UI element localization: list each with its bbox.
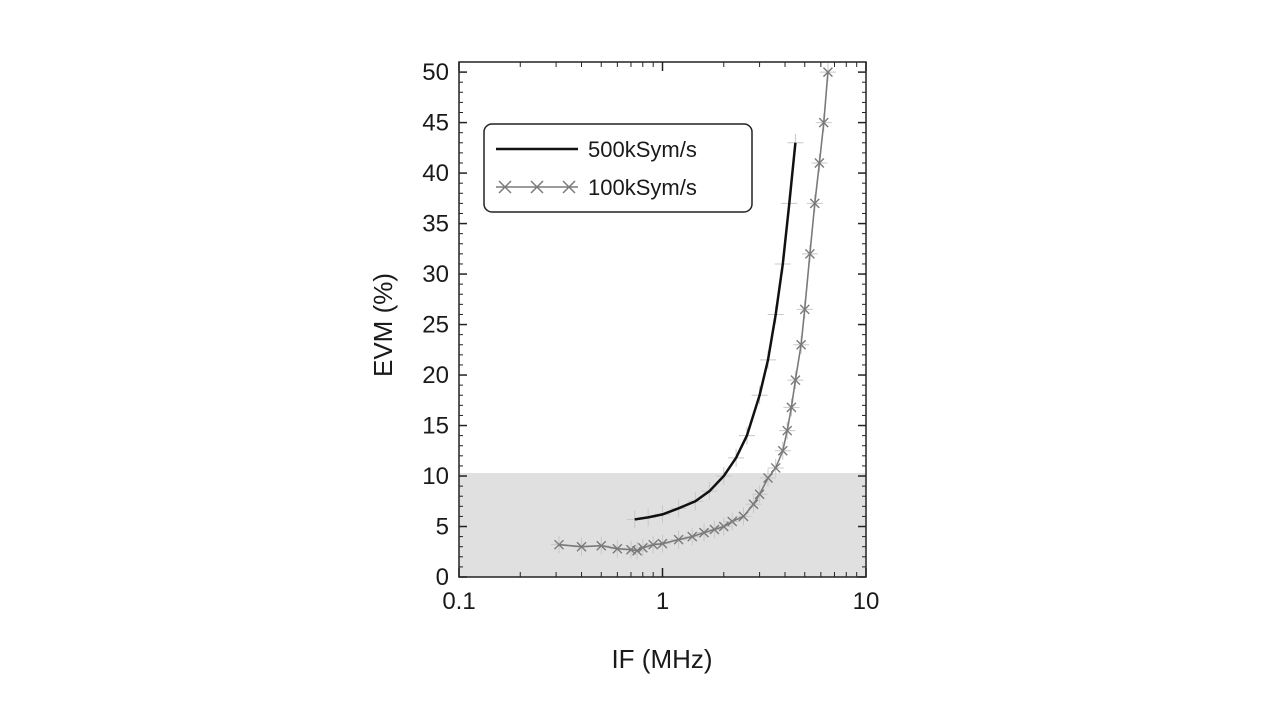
marker-stroke [596, 540, 607, 551]
y-tick-label: 0 [436, 564, 449, 591]
marker-stroke [796, 339, 807, 350]
legend-markers-100ksym [498, 180, 576, 194]
marker-stroke [754, 489, 765, 500]
data-point-marker [718, 521, 729, 532]
data-point-marker [648, 539, 659, 550]
marker-stroke [718, 521, 729, 532]
marker-stroke [799, 304, 810, 315]
marker-stroke [727, 516, 738, 527]
data-point-marker [553, 539, 564, 550]
data-point-marker [632, 545, 643, 556]
data-point-marker [809, 198, 820, 209]
x-axis-title: IF (MHz) [611, 644, 712, 674]
y-tick-label: 45 [422, 110, 449, 137]
data-point-marker [738, 511, 749, 522]
data-point-marker [657, 538, 668, 549]
marker-stroke [648, 539, 659, 550]
marker-stroke [738, 511, 749, 522]
marker-stroke [553, 539, 564, 550]
data-point-marker [822, 67, 833, 78]
shaded-band [459, 472, 866, 577]
marker-stroke [814, 157, 825, 168]
x-tick-label: 1 [656, 588, 669, 615]
data-point-marker [777, 445, 788, 456]
data-point-marker [612, 543, 623, 554]
legend-label-500ksym: 500kSym/s [588, 137, 697, 162]
data-point-marker [786, 402, 797, 413]
marker-stroke [748, 499, 759, 510]
legend-marker-stroke [530, 180, 544, 194]
marker-stroke [786, 402, 797, 413]
y-tick-label: 5 [436, 514, 449, 541]
data-point-marker [799, 304, 810, 315]
marker-stroke [657, 538, 668, 549]
x-tick-label: 0.1 [442, 588, 475, 615]
axis-layer: 0 5 10 15 20 25 30 35 40 45 50 0.1 1 10 [422, 59, 879, 615]
data-point-marker [804, 248, 815, 259]
marker-stroke [790, 375, 801, 386]
data-point-marker [782, 425, 793, 436]
legend-marker-stroke [562, 180, 576, 194]
marker-stroke [804, 248, 815, 259]
data-point-marker [770, 462, 781, 473]
data-point-marker [796, 339, 807, 350]
data-point-marker [687, 531, 698, 542]
y-tick-label: 50 [422, 59, 449, 86]
marker-stroke [709, 524, 720, 535]
marker-stroke [782, 425, 793, 436]
marker-stroke [770, 462, 781, 473]
data-point-marker [754, 489, 765, 500]
y-tick-label: 20 [422, 362, 449, 389]
marker-stroke [673, 534, 684, 545]
data-point-marker [699, 527, 710, 538]
data-point-marker [727, 516, 738, 527]
data-point-marker [637, 542, 648, 553]
marker-stroke [576, 541, 587, 552]
y-tick-label: 15 [422, 413, 449, 440]
marker-stroke [699, 527, 710, 538]
y-axis-title: EVM (%) [368, 273, 398, 377]
data-point-marker [818, 117, 829, 128]
series-layer [553, 67, 833, 556]
legend-marker-stroke [498, 180, 512, 194]
data-point-marker [790, 375, 801, 386]
marker-stroke [632, 545, 643, 556]
marker-stroke [777, 445, 788, 456]
marker-stroke [637, 542, 648, 553]
marker-stroke [822, 67, 833, 78]
data-point-marker [748, 499, 759, 510]
y-tick-label: 40 [422, 160, 449, 187]
y-tick-label: 10 [422, 463, 449, 490]
data-point-marker [709, 524, 720, 535]
data-point-marker [763, 473, 774, 484]
legend-label-100ksym: 100kSym/s [588, 175, 697, 200]
data-point-marker [576, 541, 587, 552]
shaded-band-layer [459, 472, 866, 577]
x-tick-label: 10 [853, 588, 880, 615]
marker-stroke [612, 543, 623, 554]
y-tick-label: 30 [422, 261, 449, 288]
legend: 500kSym/s 100kSym/s [483, 123, 753, 213]
data-point-marker [596, 540, 607, 551]
marker-stroke [687, 531, 698, 542]
y-tick-label: 25 [422, 312, 449, 339]
legend-box [483, 123, 753, 213]
data-point-marker [814, 157, 825, 168]
marker-stroke [818, 117, 829, 128]
marker-stroke [809, 198, 820, 209]
y-tick-label: 35 [422, 211, 449, 238]
series-line-0 [634, 142, 797, 521]
marker-stroke [763, 473, 774, 484]
data-point-marker [673, 534, 684, 545]
